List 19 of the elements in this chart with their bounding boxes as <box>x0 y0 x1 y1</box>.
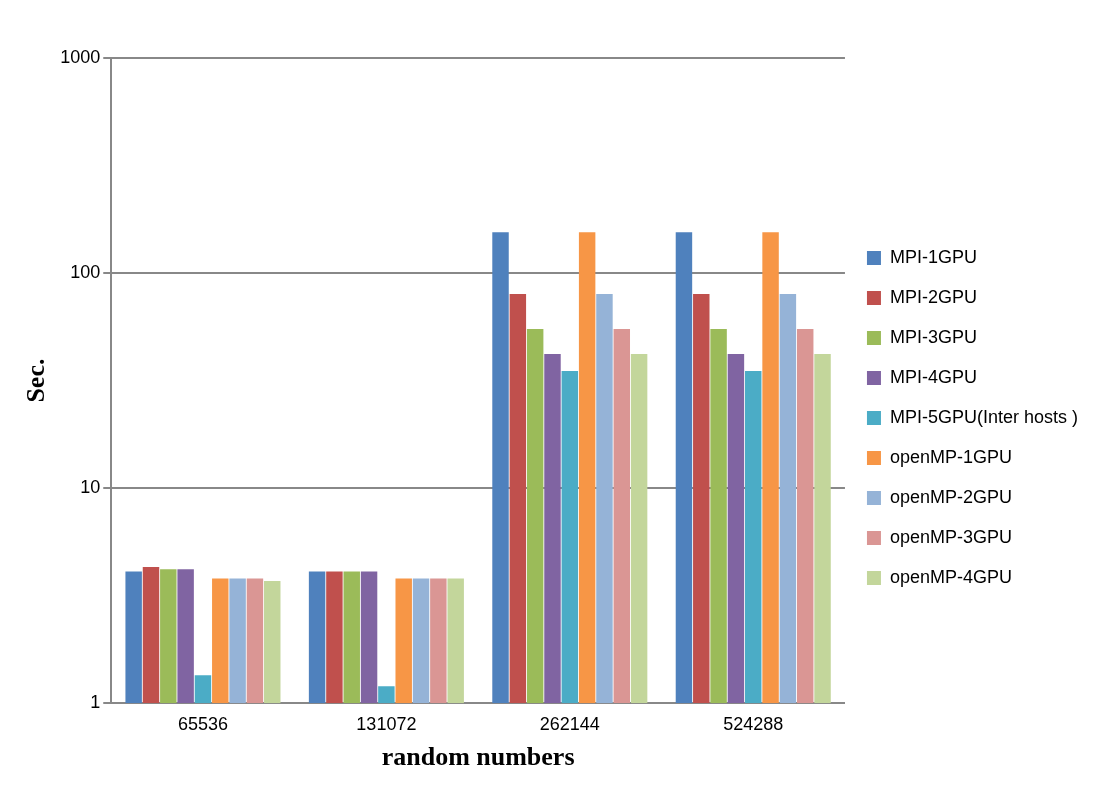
legend-label: MPI-3GPU <box>889 326 977 347</box>
legend-label: MPI-4GPU <box>889 366 977 387</box>
legend-label: openMP-3GPU <box>889 526 1013 547</box>
legend-label: openMP-4GPU <box>889 566 1013 587</box>
x-tick-label: 131072 <box>356 713 417 734</box>
legend-label: openMP-2GPU <box>889 486 1013 507</box>
x-tick-label: 65536 <box>177 713 228 734</box>
y-tick-label: 100 <box>70 262 101 283</box>
legend-label: openMP-1GPU <box>889 446 1013 467</box>
x-tick-label: 524288 <box>723 713 784 734</box>
x-tick-label: 262144 <box>539 713 600 734</box>
y-tick-label: 10 <box>80 477 101 498</box>
y-axis-title: Sec. <box>21 358 51 403</box>
legend-label: MPI-5GPU(Inter hosts ) <box>889 406 1078 427</box>
x-axis-title: random numbers <box>381 742 575 772</box>
legend-label: MPI-1GPU <box>889 246 977 267</box>
y-tick-label: 1 <box>90 692 101 713</box>
legend-label: MPI-2GPU <box>889 286 977 307</box>
y-tick-label: 1000 <box>60 46 101 67</box>
